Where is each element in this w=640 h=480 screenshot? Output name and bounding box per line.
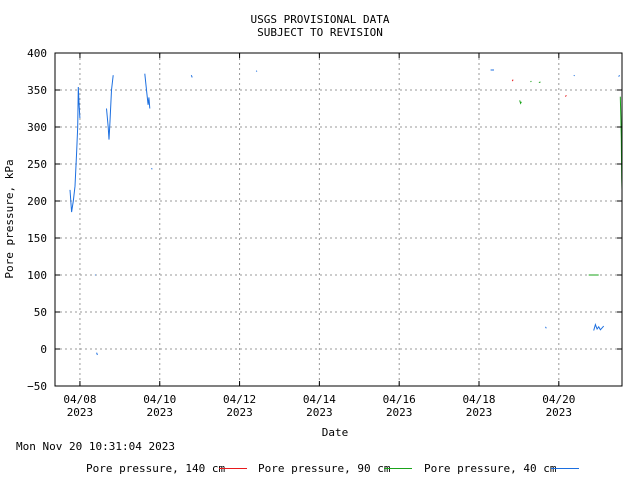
y-axis: 400 350 300 250 200 150 100 50 0 −50 (27, 47, 622, 393)
x-tick-label: 04/10 (143, 393, 176, 406)
series-segment (190, 75, 193, 78)
legend-item-40cm: Pore pressure, 40 cm (424, 462, 556, 475)
legend-swatch-90cm (384, 468, 412, 469)
series-segment (69, 86, 81, 213)
y-tick-label: 200 (27, 195, 47, 208)
x-tick-year: 2023 (466, 406, 493, 419)
series-segment (144, 73, 151, 109)
legend-swatch-40cm (551, 468, 579, 469)
x-axis-label: Date (322, 426, 349, 439)
x-axis: 04/08202304/10202304/12202304/14202304/1… (63, 53, 575, 419)
x-tick-year: 2023 (386, 406, 413, 419)
legend-label: Pore pressure, 40 cm (424, 462, 557, 475)
legend-label: Pore pressure, 140 cm (86, 462, 226, 475)
series-segment (593, 323, 605, 331)
x-tick-label: 04/20 (542, 393, 575, 406)
series-0 (511, 79, 567, 97)
legend: Pore pressure, 140 cm Pore pressure, 90 … (0, 462, 640, 476)
series-segment (618, 74, 620, 77)
y-axis-label: Pore pressure, kPa (3, 159, 16, 278)
legend-item-90cm: Pore pressure, 90 cm (258, 462, 390, 475)
x-tick-year: 2023 (306, 406, 333, 419)
legend-swatch-140cm (219, 468, 247, 469)
series-segment (530, 80, 532, 83)
x-tick-label: 04/08 (63, 393, 96, 406)
x-tick-year: 2023 (226, 406, 253, 419)
legend-item-140cm: Pore pressure, 140 cm (86, 462, 225, 475)
x-tick-label: 04/12 (223, 393, 256, 406)
series-segment (106, 75, 114, 140)
series-segment (565, 94, 567, 97)
chart-subtitle: SUBJECT TO REVISION (257, 26, 383, 39)
series-segment (96, 352, 98, 356)
y-tick-label: 50 (34, 306, 47, 319)
series-segment (538, 81, 541, 84)
series-segment (255, 70, 258, 72)
series-segment (511, 79, 514, 82)
series-segment (151, 168, 153, 170)
x-tick-year: 2023 (147, 406, 174, 419)
x-tick-label: 04/18 (462, 393, 495, 406)
y-tick-label: −50 (27, 380, 47, 393)
timestamp: Mon Nov 20 10:31:04 2023 (16, 440, 175, 453)
y-tick-label: 300 (27, 121, 47, 134)
series-2 (69, 69, 620, 356)
plot-frame (54, 52, 623, 387)
chart-title: USGS PROVISIONAL DATA (250, 13, 390, 26)
series-segment (545, 326, 547, 329)
y-tick-label: 100 (27, 269, 47, 282)
x-tick-year: 2023 (546, 406, 573, 419)
y-tick-label: 150 (27, 232, 47, 245)
y-tick-label: 350 (27, 84, 47, 97)
series-1 (519, 80, 623, 276)
series-segment (519, 100, 522, 105)
x-tick-label: 04/14 (303, 393, 336, 406)
grid (55, 53, 622, 386)
x-tick-year: 2023 (67, 406, 94, 419)
y-tick-label: 250 (27, 158, 47, 171)
series-segment (573, 74, 575, 77)
y-tick-label: 0 (40, 343, 47, 356)
x-tick-label: 04/16 (383, 393, 416, 406)
legend-label: Pore pressure, 90 cm (258, 462, 391, 475)
y-tick-label: 400 (27, 47, 47, 60)
